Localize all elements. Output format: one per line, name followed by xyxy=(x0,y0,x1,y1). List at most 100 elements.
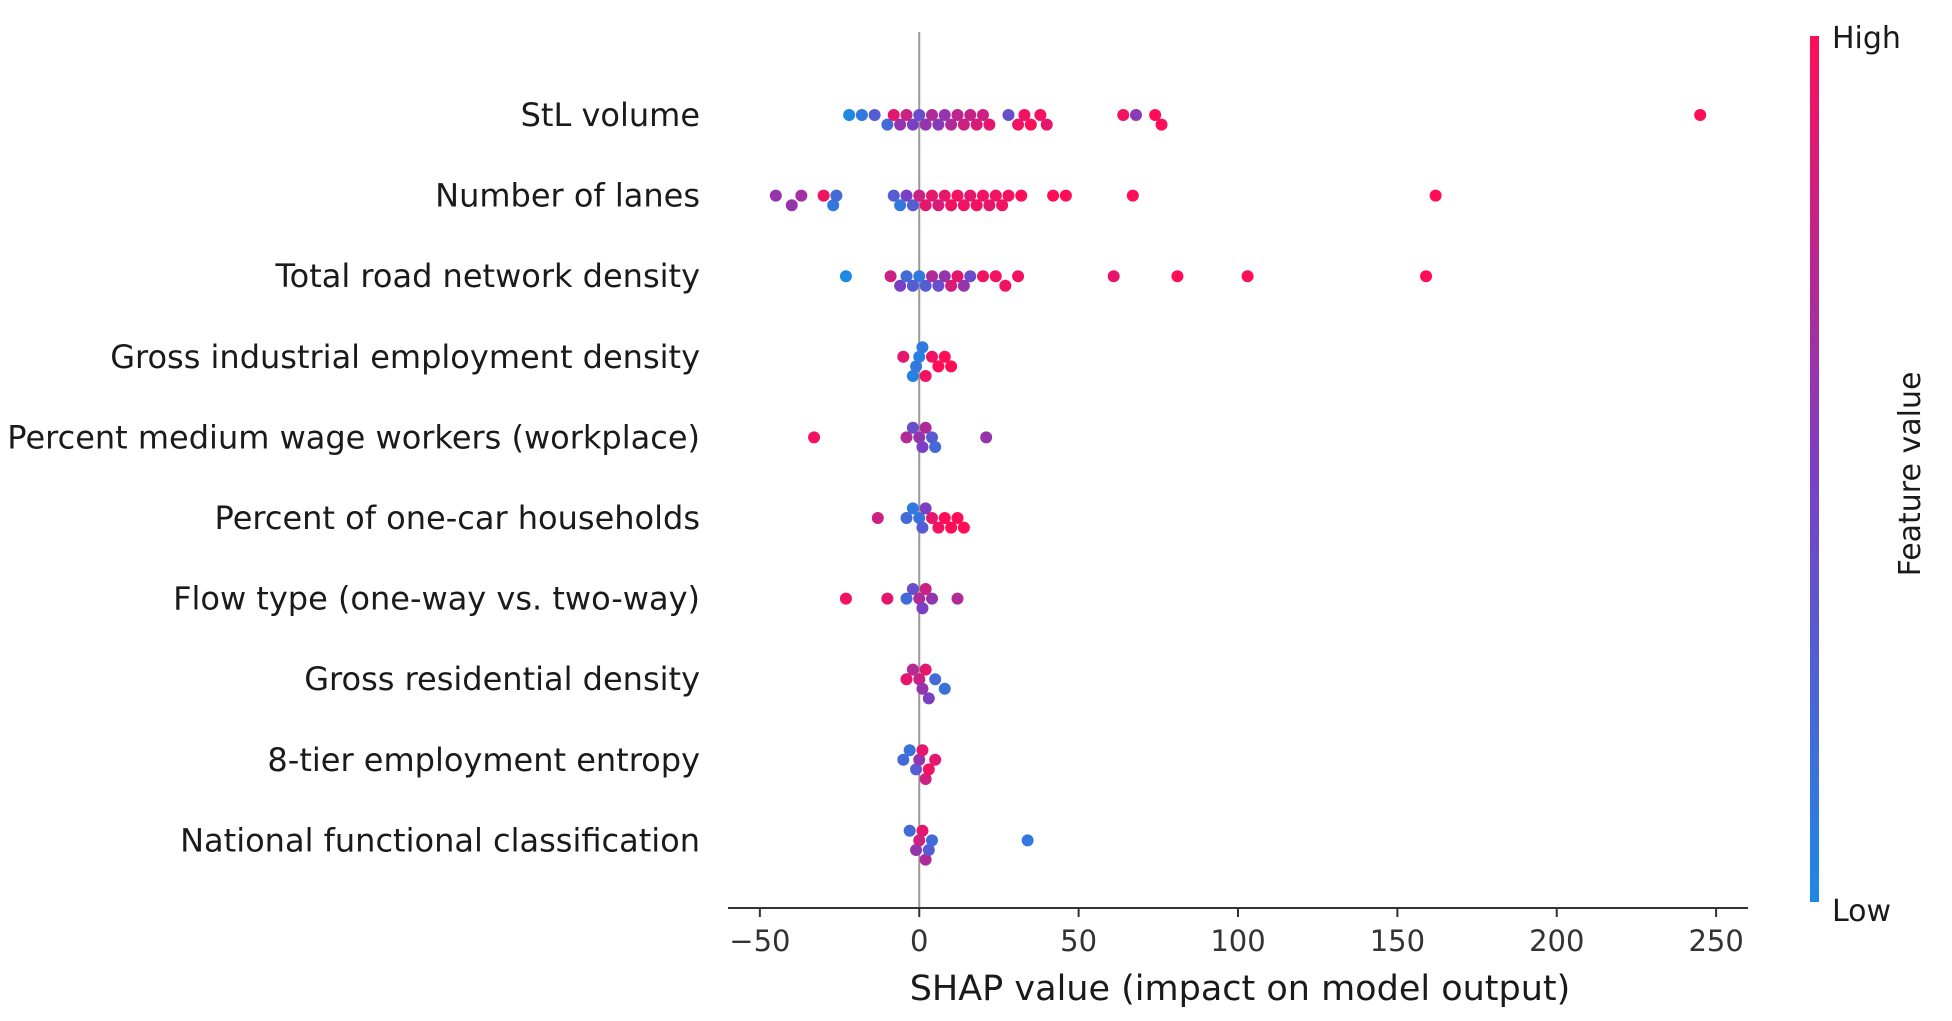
shap-point xyxy=(906,583,919,595)
shap-point xyxy=(922,763,935,776)
shap-point xyxy=(989,189,1002,202)
shap-point xyxy=(964,109,977,121)
shap-point xyxy=(1429,189,1442,202)
shap-point xyxy=(913,592,926,605)
colorbar: High Low Feature value xyxy=(1810,21,1928,929)
feature-label: StL volume xyxy=(521,96,700,134)
shap-point xyxy=(916,824,929,837)
shap-point xyxy=(1024,118,1037,131)
shap-point xyxy=(919,502,932,515)
shap-point xyxy=(910,763,923,776)
shap-point xyxy=(910,360,923,373)
x-tick-label: 50 xyxy=(1060,924,1097,958)
shap-point xyxy=(919,421,932,434)
shap-point xyxy=(1117,109,1130,121)
shap-point xyxy=(900,270,913,283)
shap-point xyxy=(913,189,926,202)
shap-point xyxy=(884,270,897,283)
shap-point xyxy=(881,592,894,605)
colorbar-high-label: High xyxy=(1832,21,1901,56)
shap-point xyxy=(957,521,970,534)
shap-point xyxy=(894,279,907,292)
shap-point xyxy=(916,441,929,453)
shap-point xyxy=(1034,109,1047,121)
shap-point xyxy=(980,431,993,444)
x-tick-label: 250 xyxy=(1688,924,1743,958)
shap-point xyxy=(938,682,951,695)
shap-point xyxy=(996,199,1009,212)
x-axis: −50 0 50 100 150 200 250 xyxy=(728,907,1748,958)
shap-point xyxy=(932,521,945,534)
x-tick-label: 0 xyxy=(910,924,928,958)
shap-point xyxy=(938,350,951,363)
shap-point xyxy=(1002,189,1015,202)
shap-point xyxy=(843,109,856,121)
shap-point xyxy=(926,189,938,202)
shap-point xyxy=(913,270,926,283)
shap-point xyxy=(957,199,970,212)
shap-point xyxy=(922,692,935,705)
shap-point xyxy=(929,673,942,686)
feature-label: Percent of one-car households xyxy=(215,499,700,537)
shap-point xyxy=(900,431,913,444)
shap-point xyxy=(919,199,932,212)
shap-point xyxy=(910,844,923,856)
shap-point xyxy=(945,199,958,212)
shap-point xyxy=(897,753,910,766)
shap-point xyxy=(906,370,919,382)
shap-point xyxy=(913,109,926,121)
shap-point xyxy=(938,109,951,121)
shap-point xyxy=(906,279,919,292)
shap-point xyxy=(1149,109,1162,121)
feature-label: Gross residential density xyxy=(304,660,700,698)
feature-label: Gross industrial employment density xyxy=(110,338,700,376)
shap-point xyxy=(900,109,913,121)
shap-point xyxy=(964,189,977,202)
shap-point xyxy=(1130,109,1142,121)
shap-point xyxy=(938,189,951,202)
shap-point xyxy=(989,270,1002,283)
shap-point xyxy=(929,753,942,766)
shap-point xyxy=(919,370,932,382)
x-tick-label: 100 xyxy=(1210,924,1265,958)
shap-point xyxy=(926,270,938,283)
feature-label: National functional classification xyxy=(180,821,700,859)
shap-point xyxy=(900,189,913,202)
shap-point xyxy=(951,189,964,202)
shap-point xyxy=(964,270,977,283)
feature-label: Flow type (one-way vs. two-way) xyxy=(173,580,700,618)
shap-point xyxy=(1155,118,1168,131)
shap-point xyxy=(1059,189,1072,202)
shap-point xyxy=(1694,109,1707,121)
shap-point xyxy=(808,431,821,444)
shap-point xyxy=(1018,109,1031,121)
shap-point xyxy=(827,199,840,212)
shap-point xyxy=(906,502,919,515)
shap-point xyxy=(951,512,964,524)
shap-point xyxy=(1012,118,1025,131)
shap-point xyxy=(769,189,782,202)
shap-point xyxy=(919,118,932,131)
shap-point xyxy=(913,431,926,444)
feature-label: Total road network density xyxy=(275,257,700,295)
shap-point xyxy=(906,118,919,131)
shap-point xyxy=(999,279,1012,292)
shap-point xyxy=(916,682,929,695)
shap-point xyxy=(839,592,852,605)
shap-point xyxy=(1040,118,1053,131)
points-layer xyxy=(769,109,1707,866)
shap-point xyxy=(919,853,932,866)
shap-point xyxy=(916,521,929,534)
shap-point xyxy=(1126,189,1139,202)
shap-point xyxy=(839,270,852,283)
shap-point xyxy=(919,583,932,595)
shap-point xyxy=(932,118,945,131)
shap-point xyxy=(938,270,951,283)
shap-point xyxy=(855,109,868,121)
x-tick-label: 200 xyxy=(1529,924,1584,958)
shap-point xyxy=(977,109,989,121)
shap-point xyxy=(913,350,926,363)
shap-point xyxy=(1241,270,1254,283)
shap-point xyxy=(871,512,884,524)
